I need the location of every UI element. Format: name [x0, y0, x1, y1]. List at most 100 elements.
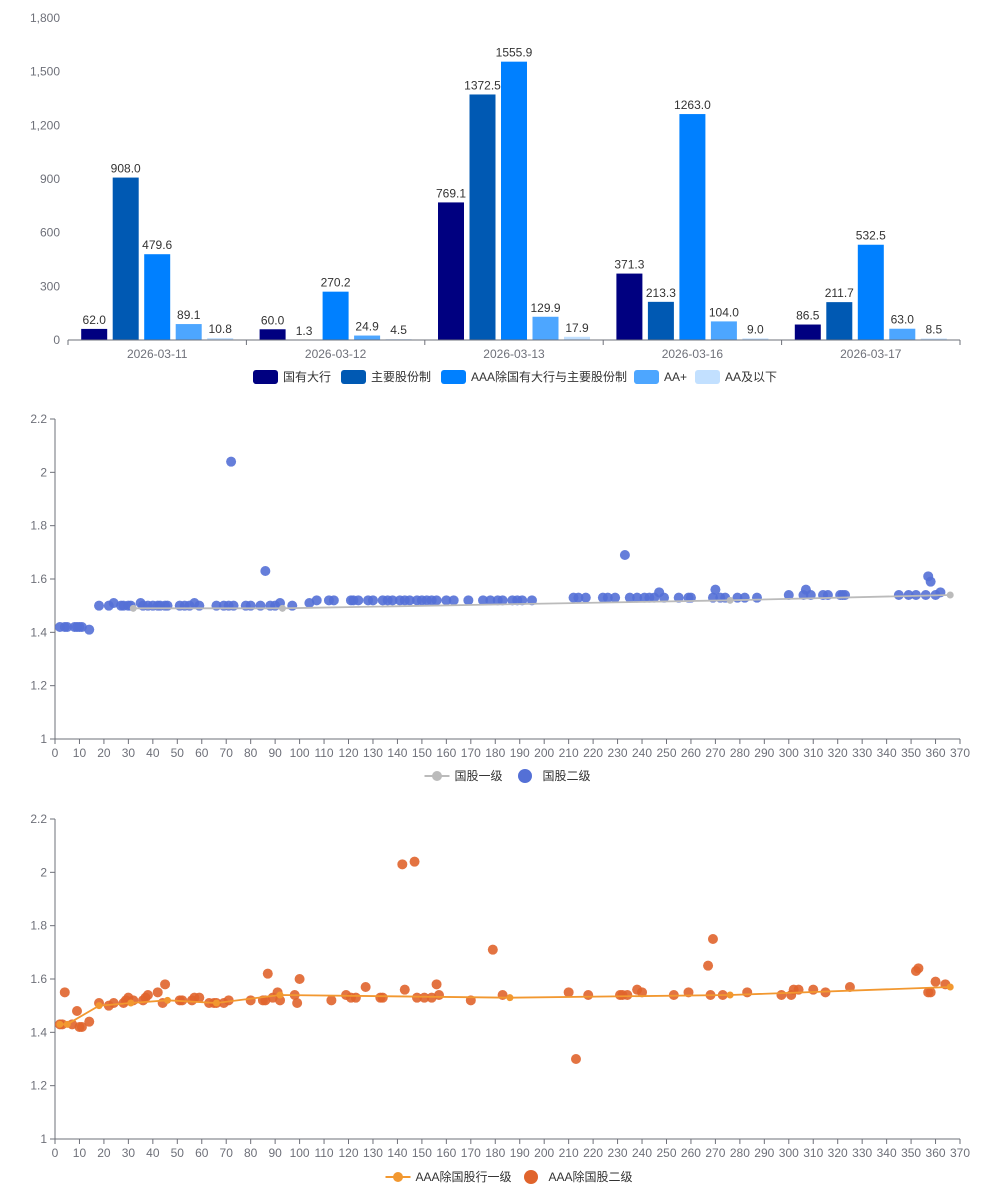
scatter-point[interactable] [59, 987, 70, 998]
bar[interactable] [826, 302, 853, 340]
scatter-point[interactable] [707, 934, 718, 944]
legend-item[interactable]: AA+ [634, 370, 687, 384]
line-point[interactable] [95, 1002, 103, 1010]
bar[interactable] [501, 61, 527, 340]
scatter-point[interactable] [431, 595, 442, 606]
scatter-point[interactable] [431, 979, 442, 990]
bar[interactable] [532, 316, 559, 340]
bar[interactable] [564, 336, 590, 340]
scatter-point[interactable] [152, 987, 163, 998]
scatter-point[interactable] [84, 624, 95, 635]
scatter-point[interactable] [294, 974, 305, 984]
scatter-point[interactable] [742, 987, 753, 998]
scatter-point[interactable] [497, 595, 508, 606]
scatter-point[interactable] [930, 976, 941, 987]
scatter-point[interactable] [434, 990, 445, 1000]
bar[interactable] [112, 177, 139, 340]
bar[interactable] [354, 335, 381, 340]
scatter-point[interactable] [903, 590, 914, 600]
scatter-point[interactable] [632, 592, 643, 603]
bar[interactable] [742, 338, 769, 340]
scatter-point[interactable] [563, 987, 574, 998]
scatter-point[interactable] [76, 1022, 87, 1032]
scatter-point[interactable] [399, 984, 410, 995]
line-point[interactable] [726, 991, 734, 999]
line-point[interactable] [164, 996, 172, 1004]
scatter-point[interactable] [360, 982, 371, 992]
scatter-point[interactable] [624, 592, 635, 603]
scatter-point[interactable] [622, 990, 633, 1000]
scatter-point[interactable] [412, 992, 422, 1003]
bar[interactable] [81, 328, 108, 340]
line-point[interactable] [278, 604, 286, 612]
scatter-point[interactable] [353, 595, 364, 606]
scatter-point[interactable] [194, 992, 205, 1003]
scatter-point[interactable] [62, 622, 73, 632]
line-point[interactable] [726, 596, 734, 604]
scatter-point[interactable] [350, 992, 361, 1003]
scatter-point[interactable] [659, 592, 670, 603]
scatter-point[interactable] [637, 987, 648, 998]
scatter-point[interactable] [160, 979, 171, 990]
scatter-point[interactable] [463, 595, 474, 606]
scatter-point[interactable] [262, 968, 273, 979]
bar[interactable] [710, 321, 737, 340]
bar[interactable] [259, 329, 286, 340]
scatter-point[interactable] [573, 592, 584, 603]
scatter-point[interactable] [387, 595, 398, 606]
line-point[interactable] [127, 999, 135, 1007]
legend-item[interactable]: AAA除国股二级 [524, 1169, 633, 1184]
legend-item[interactable]: 国有大行 [253, 370, 331, 384]
scatter-point[interactable] [526, 595, 537, 606]
bar[interactable] [322, 291, 349, 340]
scatter-point[interactable] [808, 984, 819, 995]
line-point[interactable] [56, 1020, 64, 1028]
line-point[interactable] [129, 604, 137, 612]
scatter-point[interactable] [226, 456, 237, 467]
scatter-point[interactable] [142, 990, 153, 1000]
scatter-point[interactable] [441, 595, 452, 606]
bar[interactable] [647, 301, 674, 340]
scatter-point[interactable] [619, 550, 630, 560]
bar[interactable] [175, 324, 202, 340]
legend-item[interactable]: AA及以下 [695, 370, 777, 384]
scatter-point[interactable] [478, 595, 489, 606]
series-line[interactable] [59, 986, 951, 1026]
line-point[interactable] [212, 999, 220, 1007]
scatter-point[interactable] [448, 595, 459, 606]
line-point[interactable] [946, 983, 954, 991]
bar[interactable] [920, 338, 947, 340]
line-point[interactable] [276, 991, 284, 999]
scatter-point[interactable] [287, 600, 298, 611]
scatter-point[interactable] [487, 944, 498, 955]
bar[interactable] [794, 324, 821, 340]
scatter-point[interactable] [223, 995, 234, 1006]
scatter-point[interactable] [776, 990, 787, 1000]
scatter-point[interactable] [328, 595, 339, 606]
scatter-point[interactable] [751, 592, 762, 603]
scatter-point[interactable] [72, 1006, 83, 1016]
scatter-point[interactable] [583, 990, 594, 1000]
scatter-point[interactable] [108, 998, 119, 1008]
scatter-point[interactable] [580, 592, 591, 603]
scatter-point[interactable] [377, 992, 388, 1003]
scatter-point[interactable] [710, 584, 721, 595]
bar[interactable] [207, 338, 234, 340]
series-line[interactable] [133, 594, 951, 610]
legend-item[interactable]: 主要股份制 [341, 370, 431, 384]
bar[interactable] [889, 328, 916, 340]
bar[interactable] [438, 202, 464, 340]
bar[interactable] [469, 94, 496, 340]
scatter-point[interactable] [409, 856, 420, 867]
line-point[interactable] [946, 591, 954, 599]
scatter-point[interactable] [783, 590, 794, 600]
scatter-point[interactable] [703, 960, 714, 971]
bar[interactable] [616, 273, 643, 340]
scatter-point[interactable] [517, 595, 528, 606]
legend-item[interactable]: AAA除国有大行与主要股份制 [441, 369, 627, 384]
legend-item[interactable]: 国股二级 [518, 769, 591, 783]
scatter-point[interactable] [844, 982, 855, 992]
scatter-point[interactable] [84, 1016, 95, 1027]
scatter-point[interactable] [602, 592, 613, 603]
scatter-point[interactable] [260, 566, 271, 576]
